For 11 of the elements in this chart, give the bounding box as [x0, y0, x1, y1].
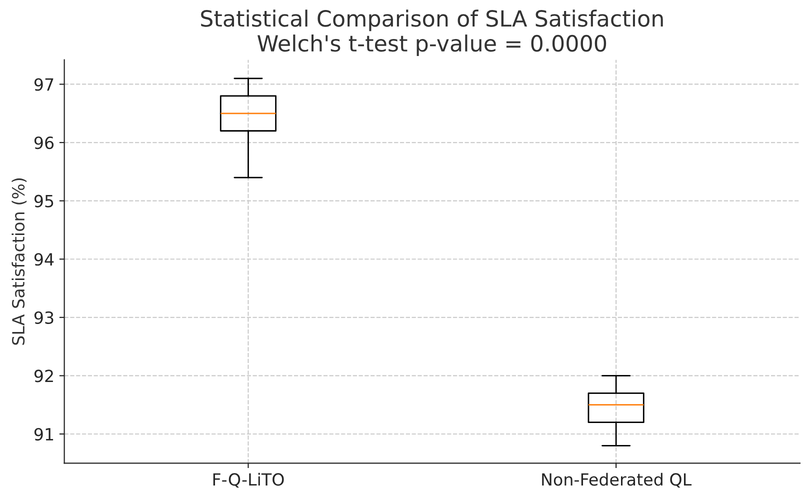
chart-title: Statistical Comparison of SLA Satisfaction Welch's t-test p-value = 0.0000: [201, 10, 663, 56]
y-tick-label: 92: [34, 370, 53, 382]
x-tick-label: Non-Federated QL: [542, 472, 692, 488]
y-tick-label: 91: [34, 428, 54, 441]
x-tick-label: F-Q-LiTO: [213, 472, 284, 488]
y-tick-label: 97: [34, 78, 54, 91]
y-tick-label: 95: [34, 194, 54, 208]
y-tick-label: 94: [34, 253, 54, 266]
y-tick-label: 93: [34, 311, 54, 324]
y-tick-label: 96: [34, 136, 54, 150]
y-axis-title: SLA Satisfaction (%): [12, 178, 27, 345]
